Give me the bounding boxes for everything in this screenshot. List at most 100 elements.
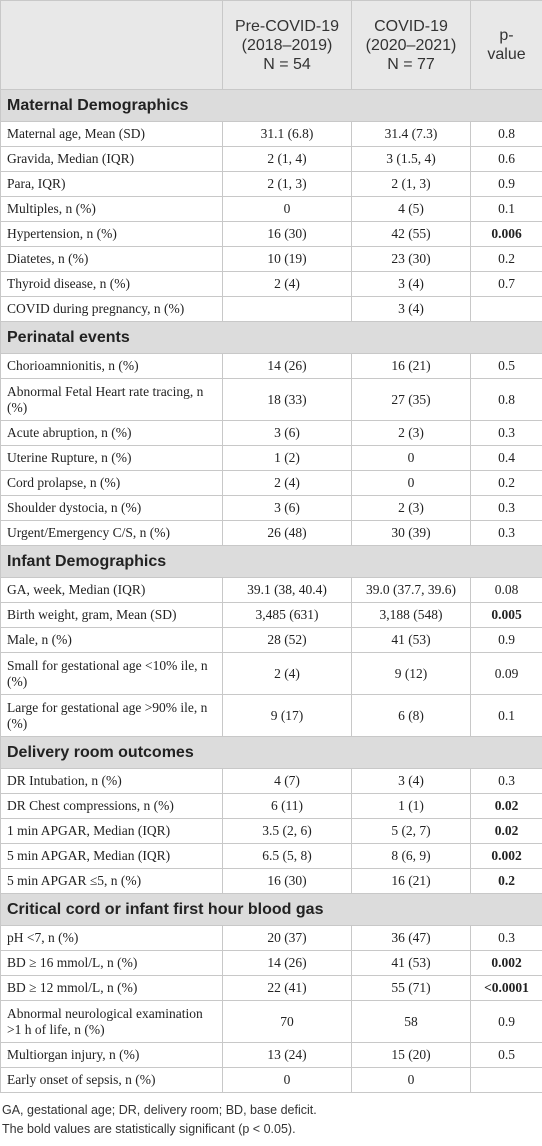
row-label: Cord prolapse, n (%): [0, 470, 223, 496]
cell: 9 (17): [222, 694, 352, 737]
cell: 0.8: [470, 121, 542, 147]
cell: 0.006: [470, 221, 542, 247]
cell: 15 (20): [351, 1042, 471, 1068]
cell: 2 (4): [222, 652, 352, 695]
cell: 28 (52): [222, 627, 352, 653]
cell: 2 (3): [351, 495, 471, 521]
section-title: Maternal Demographics: [0, 89, 542, 122]
table-body: Maternal Demographics Maternal age, Mean …: [0, 89, 542, 1093]
cell: 0.5: [470, 353, 542, 379]
cell: 3,485 (631): [222, 602, 352, 628]
section-row: Critical cord or infant first hour blood…: [0, 893, 542, 926]
cell: 3.5 (2, 6): [222, 818, 352, 844]
cell: 6 (11): [222, 793, 352, 819]
cell: 1 (1): [351, 793, 471, 819]
data-row: Para, IQR) 2 (1, 3) 2 (1, 3) 0.9: [0, 171, 542, 197]
row-label: BD ≥ 12 mmol/L, n (%): [0, 975, 223, 1001]
cell: 0.005: [470, 602, 542, 628]
footnote: The bold values are statistically signif…: [2, 1122, 296, 1136]
cell: 23 (30): [351, 246, 471, 272]
data-row: Abnormal neurological examination >1 h o…: [0, 1000, 542, 1043]
cell: 0.9: [470, 1000, 542, 1043]
cell: 14 (26): [222, 950, 352, 976]
header-line: value: [487, 46, 526, 63]
cell: 31.4 (7.3): [351, 121, 471, 147]
cell: 0.1: [470, 694, 542, 737]
data-row: Chorioamnionitis, n (%) 14 (26) 16 (21) 0.5: [0, 353, 542, 379]
data-row: Male, n (%) 28 (52) 41 (53) 0.9: [0, 627, 542, 653]
cell: 3,188 (548): [351, 602, 471, 628]
cell: 13 (24): [222, 1042, 352, 1068]
cell: 0: [351, 445, 471, 471]
data-row: Shoulder dystocia, n (%) 3 (6) 2 (3) 0.3: [0, 495, 542, 521]
cell: 0.4: [470, 445, 542, 471]
cell: 0.002: [470, 950, 542, 976]
row-label: Multiorgan injury, n (%): [0, 1042, 223, 1068]
row-label: Birth weight, gram, Mean (SD): [0, 602, 223, 628]
cell: 16 (21): [351, 868, 471, 894]
section-row: Delivery room outcomes: [0, 736, 542, 769]
cell: 31.1 (6.8): [222, 121, 352, 147]
cell: 0: [222, 1067, 352, 1093]
data-row: Hypertension, n (%) 16 (30) 42 (55) 0.006: [0, 221, 542, 247]
cell: 1 (2): [222, 445, 352, 471]
data-row: Early onset of sepsis, n (%) 0 0: [0, 1067, 542, 1093]
section-title: Perinatal events: [0, 321, 542, 354]
row-label: Large for gestational age >90% ile, n (%…: [0, 694, 223, 737]
cell: 0.3: [470, 495, 542, 521]
cell: 10 (19): [222, 246, 352, 272]
cell: 14 (26): [222, 353, 352, 379]
header-line: p-: [499, 27, 514, 44]
cell: 41 (53): [351, 627, 471, 653]
data-row: Diatetes, n (%) 10 (19) 23 (30) 0.2: [0, 246, 542, 272]
header-line: COVID-19: [374, 17, 448, 35]
cell: 5 (2, 7): [351, 818, 471, 844]
header-line: (2020–2021): [365, 36, 457, 54]
cell: 20 (37): [222, 925, 352, 951]
row-label: GA, week, Median (IQR): [0, 577, 223, 603]
cell: 0.09: [470, 652, 542, 695]
row-label: Shoulder dystocia, n (%): [0, 495, 223, 521]
cell: 6 (8): [351, 694, 471, 737]
cell: 0.3: [470, 768, 542, 794]
cell: 58: [351, 1000, 471, 1043]
row-label: BD ≥ 16 mmol/L, n (%): [0, 950, 223, 976]
cell: 4 (5): [351, 196, 471, 222]
cell: 0.02: [470, 793, 542, 819]
cell: 39.1 (38, 40.4): [222, 577, 352, 603]
data-row: 5 min APGAR, Median (IQR) 6.5 (5, 8) 8 (6,…: [0, 843, 542, 869]
data-table: Pre-COVID-19 (2018–2019) N = 54 COVID-19 (20…: [0, 0, 542, 1093]
cell: 2 (1, 3): [351, 171, 471, 197]
row-label: Urgent/Emergency C/S, n (%): [0, 520, 223, 546]
data-row: Large for gestational age >90% ile, n (%…: [0, 694, 542, 737]
header-line: N = 54: [263, 55, 311, 73]
cell: 3 (6): [222, 420, 352, 446]
cell: 41 (53): [351, 950, 471, 976]
row-label: Gravida, Median (IQR): [0, 146, 223, 172]
header-line: (2018–2019): [241, 36, 333, 54]
header-line: Pre-COVID-19: [234, 17, 340, 35]
cell: 8 (6, 9): [351, 843, 471, 869]
section-row: Perinatal events: [0, 321, 542, 354]
cell: 2 (3): [351, 420, 471, 446]
data-row: Thyroid disease, n (%) 2 (4) 3 (4) 0.7: [0, 271, 542, 297]
data-row: DR Chest compressions, n (%) 6 (11) 1 (1) 0…: [0, 793, 542, 819]
cell: 0: [351, 470, 471, 496]
data-row: Gravida, Median (IQR) 2 (1, 4) 3 (1.5, 4) 0…: [0, 146, 542, 172]
cell: 26 (48): [222, 520, 352, 546]
cell: 0.3: [470, 420, 542, 446]
data-row: BD ≥ 16 mmol/L, n (%) 14 (26) 41 (53) 0.002: [0, 950, 542, 976]
cell: 0.08: [470, 577, 542, 603]
cell: [470, 1067, 542, 1093]
cell: [470, 296, 542, 322]
row-label: 1 min APGAR, Median (IQR): [0, 818, 223, 844]
cell: [222, 296, 352, 322]
row-label: Early onset of sepsis, n (%): [0, 1067, 223, 1093]
cell: 16 (30): [222, 868, 352, 894]
section-title: Infant Demographics: [0, 545, 542, 578]
cell: 0.2: [470, 246, 542, 272]
cell: 2 (1, 3): [222, 171, 352, 197]
cell: 0.002: [470, 843, 542, 869]
cell: 22 (41): [222, 975, 352, 1001]
